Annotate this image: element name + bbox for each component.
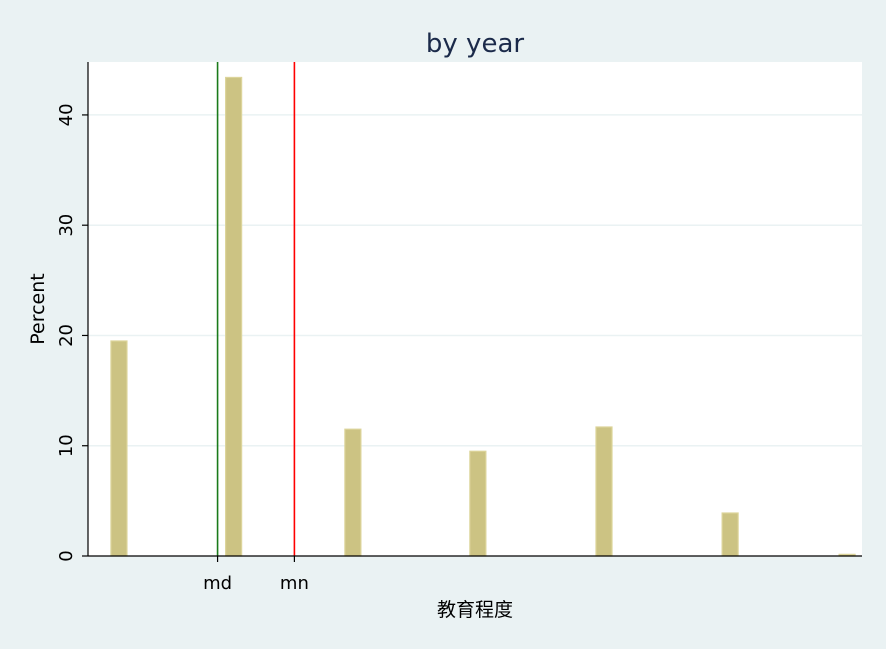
- y-tick-label: 30: [56, 214, 77, 237]
- bars: [110, 76, 856, 557]
- x-tick-label-mn: mn: [280, 573, 309, 594]
- bar-1: [110, 340, 128, 557]
- x-tick-label-md: md: [203, 573, 232, 594]
- bar-3: [344, 428, 362, 557]
- y-tick-label: 40: [56, 103, 77, 126]
- y-tick-label: 20: [56, 324, 77, 347]
- bar-6: [721, 512, 739, 557]
- y-tick-label: 10: [56, 434, 77, 457]
- bar-5: [595, 426, 613, 557]
- y-axis-label: Percent: [27, 273, 49, 345]
- reference-lines: [216, 62, 296, 556]
- x-axis-label: 教育程度: [437, 599, 513, 621]
- bar-2: [225, 76, 243, 557]
- bar-4: [469, 450, 487, 557]
- chart-title: by year: [426, 29, 524, 59]
- tick-labels: 0 10 20 30 40 md mn: [56, 103, 309, 594]
- axes: [82, 62, 862, 562]
- y-tick-label: 0: [56, 550, 77, 561]
